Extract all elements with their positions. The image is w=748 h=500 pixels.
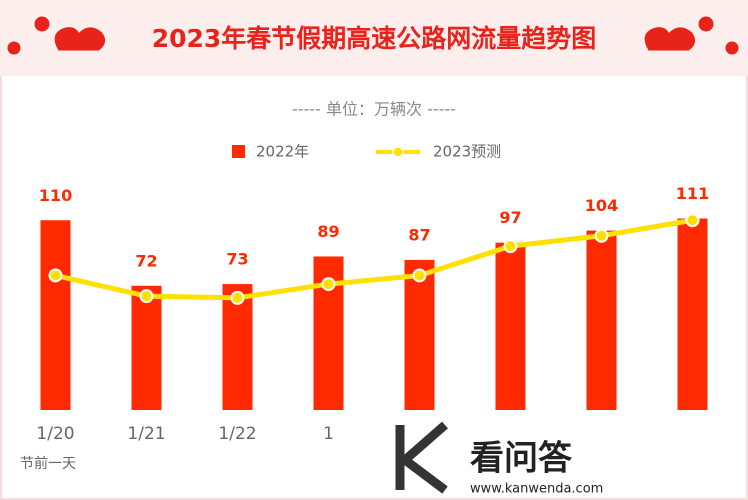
watermark-url: www.kanwenda.com xyxy=(470,482,603,497)
line-point xyxy=(685,213,700,228)
annotation: 节前一天 xyxy=(20,455,76,472)
line-point xyxy=(48,268,63,283)
data-label: 72 xyxy=(135,251,157,270)
cloud-right xyxy=(644,16,739,55)
data-label: 97 xyxy=(499,208,521,227)
line-point xyxy=(230,290,245,305)
bar xyxy=(586,230,617,410)
watermark: 看问答 www.kanwenda.com xyxy=(385,420,615,498)
chart-subtitle: ----- 单位：万辆次 ----- xyxy=(292,100,456,119)
bar xyxy=(495,242,526,410)
watermark-logo xyxy=(395,421,448,494)
line-point xyxy=(594,228,609,243)
data-label: 87 xyxy=(408,225,430,244)
x-tick-label: 1/22 xyxy=(218,424,256,444)
x-tick-label: 1/20 xyxy=(36,424,74,444)
watermark-bg xyxy=(385,420,615,498)
bar xyxy=(40,220,71,410)
bar xyxy=(131,285,162,410)
line-point xyxy=(503,239,518,254)
line-point xyxy=(412,268,427,283)
legend-label: 2023预测 xyxy=(433,143,501,161)
data-label: 110 xyxy=(39,186,72,205)
line-point xyxy=(139,289,154,304)
legend-label: 2022年 xyxy=(256,143,309,161)
watermark-name: 看问答 xyxy=(470,439,573,479)
legend-swatch xyxy=(392,146,404,158)
bar xyxy=(677,218,708,410)
bar xyxy=(404,259,435,410)
data-label: 73 xyxy=(226,250,248,269)
line-point xyxy=(321,277,336,292)
data-label: 89 xyxy=(317,222,339,241)
header-band xyxy=(0,0,748,76)
data-label: 104 xyxy=(585,196,618,215)
x-tick-label: 1/21 xyxy=(127,424,165,444)
data-label: 111 xyxy=(676,184,709,203)
chart-title: 2023年春节假期高速公路网流量趋势图 xyxy=(152,24,597,53)
x-tick-label: 1 xyxy=(323,424,334,444)
line xyxy=(54,217,693,301)
cloud-left xyxy=(7,16,106,55)
legend-swatch xyxy=(232,145,245,158)
bar xyxy=(222,284,253,410)
